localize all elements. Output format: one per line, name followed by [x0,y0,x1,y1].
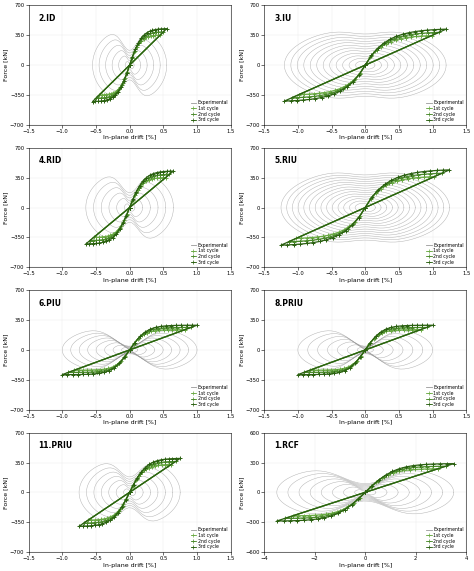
Text: 5.RIU: 5.RIU [274,156,297,165]
X-axis label: In-plane drift [%]: In-plane drift [%] [338,278,392,283]
X-axis label: In-plane drift [%]: In-plane drift [%] [103,135,156,140]
X-axis label: In-plane drift [%]: In-plane drift [%] [338,420,392,425]
Y-axis label: Force [kN]: Force [kN] [239,191,244,224]
Text: 2.ID: 2.ID [39,14,56,23]
Legend: Experimental, 1st cycle, 2nd cycle, 3rd cycle: Experimental, 1st cycle, 2nd cycle, 3rd … [189,241,230,267]
X-axis label: In-plane drift [%]: In-plane drift [%] [338,562,392,568]
Legend: Experimental, 1st cycle, 2nd cycle, 3rd cycle: Experimental, 1st cycle, 2nd cycle, 3rd … [425,525,465,551]
Legend: Experimental, 1st cycle, 2nd cycle, 3rd cycle: Experimental, 1st cycle, 2nd cycle, 3rd … [425,98,465,124]
Y-axis label: Force [kN]: Force [kN] [3,333,9,366]
Y-axis label: Force [kN]: Force [kN] [3,49,9,82]
Y-axis label: Force [kN]: Force [kN] [3,476,9,509]
Legend: Experimental, 1st cycle, 2nd cycle, 3rd cycle: Experimental, 1st cycle, 2nd cycle, 3rd … [425,241,465,267]
Text: 8.PRIU: 8.PRIU [274,299,303,308]
X-axis label: In-plane drift [%]: In-plane drift [%] [103,278,156,283]
Y-axis label: Force [kN]: Force [kN] [239,333,244,366]
Legend: Experimental, 1st cycle, 2nd cycle, 3rd cycle: Experimental, 1st cycle, 2nd cycle, 3rd … [189,98,230,124]
X-axis label: In-plane drift [%]: In-plane drift [%] [103,420,156,425]
Legend: Experimental, 1st cycle, 2nd cycle, 3rd cycle: Experimental, 1st cycle, 2nd cycle, 3rd … [189,525,230,551]
Y-axis label: Force [kN]: Force [kN] [3,191,9,224]
Text: 3.IU: 3.IU [274,14,292,23]
X-axis label: In-plane drift [%]: In-plane drift [%] [338,135,392,140]
Text: 4.RID: 4.RID [39,156,62,165]
Text: 11.PRIU: 11.PRIU [39,441,73,450]
X-axis label: In-plane drift [%]: In-plane drift [%] [103,562,156,568]
Text: 6.PIU: 6.PIU [39,299,62,308]
Text: 1.RCF: 1.RCF [274,441,299,450]
Legend: Experimental, 1st cycle, 2nd cycle, 3rd cycle: Experimental, 1st cycle, 2nd cycle, 3rd … [425,383,465,409]
Y-axis label: Force [kN]: Force [kN] [239,49,244,82]
Y-axis label: Force [kN]: Force [kN] [239,476,244,509]
Legend: Experimental, 1st cycle, 2nd cycle, 3rd cycle: Experimental, 1st cycle, 2nd cycle, 3rd … [189,383,230,409]
